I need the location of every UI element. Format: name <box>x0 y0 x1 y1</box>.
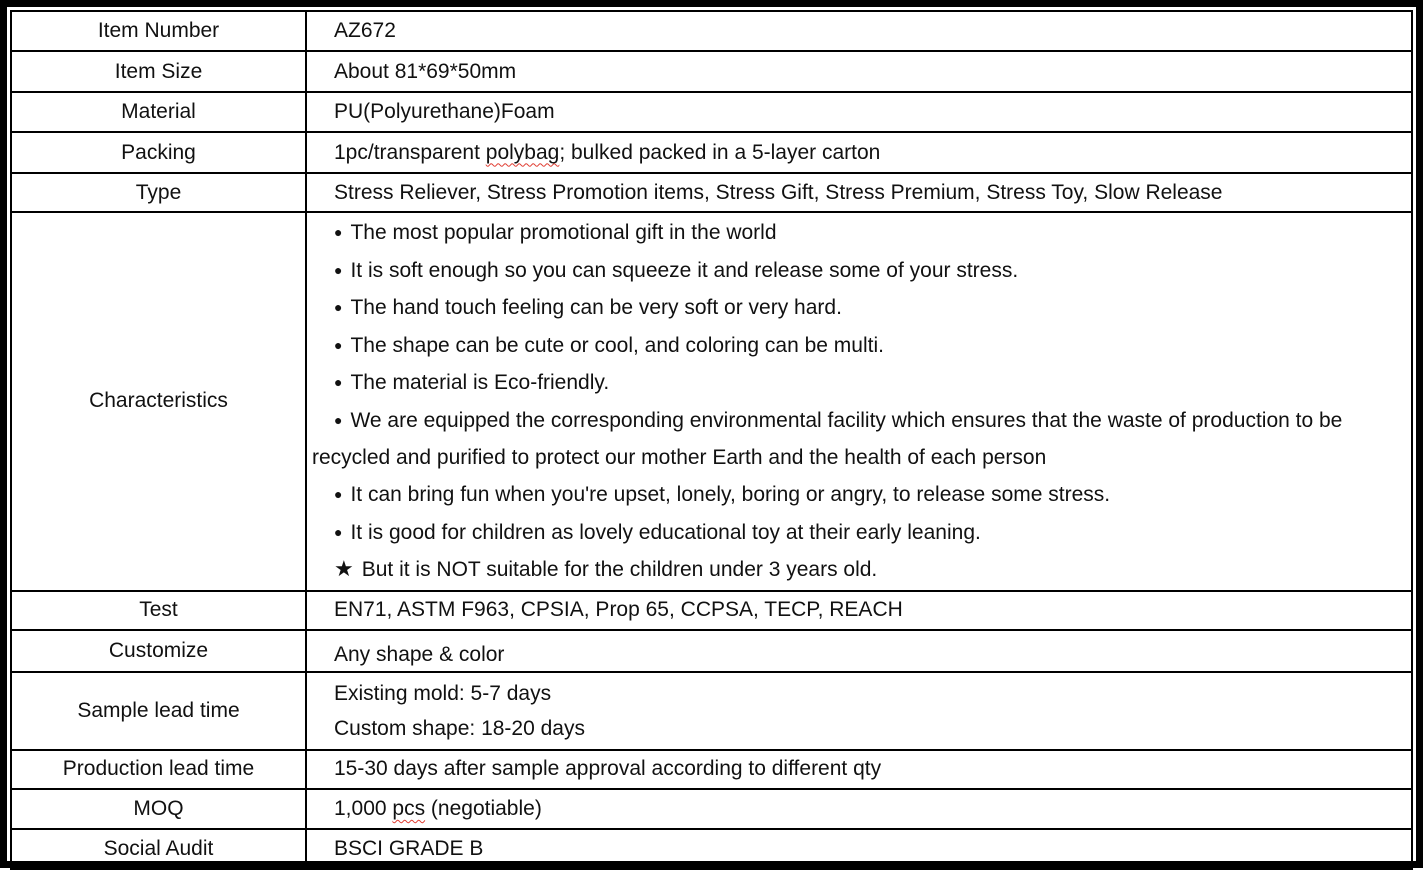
row-value: BSCI GRADE B <box>305 827 1413 870</box>
value-line: Any shape & color <box>334 642 505 666</box>
value-line: ● The shape can be cute or cool, and colo… <box>334 333 884 357</box>
row-value: About 81*69*50mm <box>305 50 1413 93</box>
dot-bullet-icon: ● <box>334 523 343 540</box>
dot-bullet-icon: ● <box>334 486 343 503</box>
row-value: AZ672 <box>305 10 1413 52</box>
row-value: 15-30 days after sample approval accordi… <box>305 748 1413 790</box>
value-line: ● The most popular promotional gift in th… <box>334 221 777 244</box>
value-line: ★ But it is NOT suitable for the children… <box>334 556 878 582</box>
row-value: PU(Polyurethane)Foam <box>305 91 1413 133</box>
value-line: 1pc/transparent polybag; bulked packed i… <box>334 140 881 164</box>
value-line: ● We are equipped the corresponding envir… <box>312 408 1343 469</box>
table-row: Characteristics ● The most popular promoti… <box>10 211 1413 592</box>
value-line: Existing mold: 5-7 days <box>334 681 552 705</box>
table-row: Social Audit BSCI GRADE B <box>10 827 1413 870</box>
table-row: Item Number AZ672 <box>10 10 1413 52</box>
row-value: EN71, ASTM F963, CPSIA, Prop 65, CCPSA, … <box>305 589 1413 631</box>
row-value: Stress Reliever, Stress Promotion items,… <box>305 172 1413 213</box>
row-label: Characteristics <box>10 211 307 592</box>
dot-bullet-icon: ● <box>334 336 343 353</box>
star-bullet-icon: ★ <box>334 556 354 582</box>
row-label: Social Audit <box>10 827 307 870</box>
row-label: Production lead time <box>10 748 307 790</box>
value-line: ● The material is Eco-friendly. <box>334 371 610 395</box>
value-line: BSCI GRADE B <box>334 836 484 860</box>
row-label: Packing <box>10 131 307 174</box>
dot-bullet-icon: ● <box>334 299 343 316</box>
value-line: ● It can bring fun when you're upset, lon… <box>334 483 1111 507</box>
spec-table: Item Number AZ672 Item Size About 81*69*50m… <box>10 10 1413 870</box>
row-value: 1,000 pcs (negotiable) <box>305 787 1413 830</box>
value-line: AZ672 <box>334 19 396 42</box>
value-line: 15-30 days after sample approval accordi… <box>334 757 882 781</box>
table-row: Sample lead time Existing mold: 5-7 days C… <box>10 670 1413 751</box>
value-line: Stress Reliever, Stress Promotion items,… <box>334 180 1223 204</box>
row-label: Sample lead time <box>10 670 307 751</box>
value-line: About 81*69*50mm <box>334 59 517 83</box>
spec-table-body: Item Number AZ672 Item Size About 81*69*50m… <box>10 10 1413 870</box>
table-row: Item Size About 81*69*50mm <box>10 50 1413 93</box>
row-label: MOQ <box>10 787 307 830</box>
row-value: ● The most popular promotional gift in th… <box>305 211 1413 592</box>
dot-bullet-icon: ● <box>334 411 343 428</box>
row-label: Item Size <box>10 50 307 93</box>
table-row: Production lead time 15-30 days after sam… <box>10 748 1413 790</box>
row-label: Item Number <box>10 10 307 52</box>
table-row: Material PU(Polyurethane)Foam <box>10 91 1413 133</box>
value-line: ● It is soft enough so you can squeeze it… <box>334 258 1019 282</box>
table-row: Packing 1pc/transparent polybag; bulked p… <box>10 131 1413 174</box>
row-value: Existing mold: 5-7 days Custom shape: 18-… <box>305 670 1413 751</box>
value-line: EN71, ASTM F963, CPSIA, Prop 65, CCPSA, … <box>334 598 903 622</box>
table-row: Customize Any shape & color <box>10 628 1413 673</box>
row-value: Any shape & color <box>305 628 1413 673</box>
row-label: Customize <box>10 628 307 673</box>
value-line: Custom shape: 18-20 days <box>334 716 585 740</box>
value-line: ● It is good for children as lovely educa… <box>334 520 981 544</box>
dot-bullet-icon: ● <box>334 224 343 240</box>
value-line: PU(Polyurethane)Foam <box>334 100 555 123</box>
row-label: Test <box>10 589 307 631</box>
value-line: ● The hand touch feeling can be very soft… <box>334 296 842 320</box>
table-row: Type Stress Reliever, Stress Promotion it… <box>10 172 1413 213</box>
table-row: MOQ 1,000 pcs (negotiable) <box>10 787 1413 830</box>
value-line: 1,000 pcs (negotiable) <box>334 796 542 820</box>
row-value: 1pc/transparent polybag; bulked packed i… <box>305 131 1413 174</box>
misspelled-word: polybag <box>485 140 560 164</box>
table-row: Test EN71, ASTM F963, CPSIA, Prop 65, CCP… <box>10 589 1413 631</box>
row-label: Material <box>10 91 307 133</box>
misspelled-word: pcs <box>392 796 426 820</box>
dot-bullet-icon: ● <box>334 261 343 278</box>
row-label: Type <box>10 172 307 213</box>
dot-bullet-icon: ● <box>334 374 343 391</box>
